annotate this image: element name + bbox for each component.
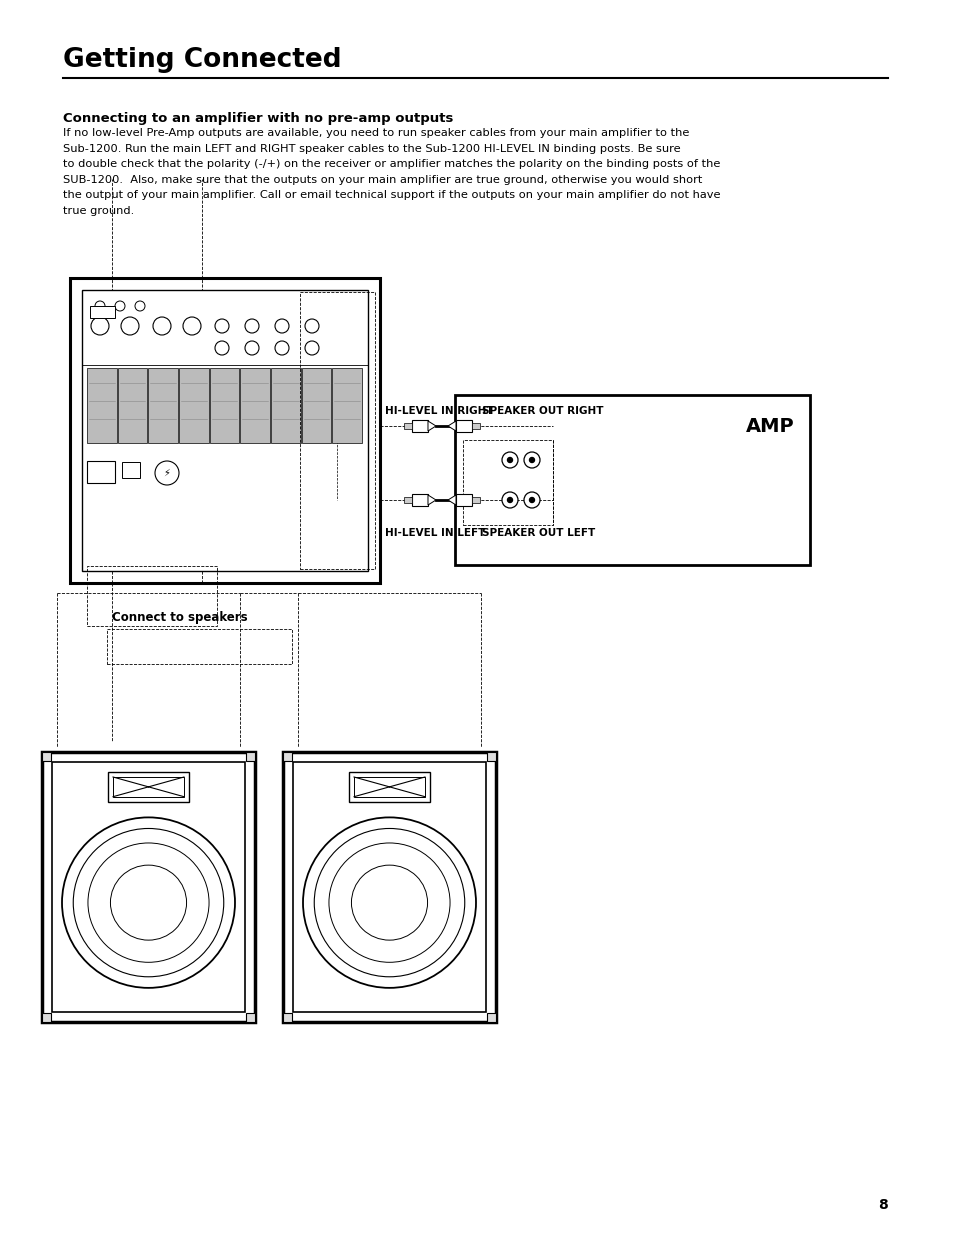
Polygon shape — [428, 495, 436, 505]
Text: SUB-1200.  Also, make sure that the outputs on your main amplifier are true grou: SUB-1200. Also, make sure that the outpu… — [63, 174, 701, 184]
Circle shape — [274, 319, 289, 333]
Bar — [283, 1013, 292, 1023]
Circle shape — [183, 317, 201, 335]
Bar — [486, 752, 496, 761]
Bar — [403, 424, 412, 429]
Text: Sub-1200. Run the main LEFT and RIGHT speaker cables to the Sub-1200 HI-LEVEL IN: Sub-1200. Run the main LEFT and RIGHT sp… — [63, 143, 679, 153]
Bar — [332, 368, 361, 443]
Text: SPEAKER OUT LEFT: SPEAKER OUT LEFT — [481, 529, 595, 538]
Bar — [412, 494, 428, 506]
Circle shape — [214, 319, 229, 333]
Bar — [117, 368, 147, 443]
Bar — [42, 1013, 51, 1023]
Circle shape — [529, 498, 534, 503]
Bar — [122, 462, 140, 478]
Bar — [246, 752, 254, 761]
Text: AMP: AMP — [745, 417, 794, 436]
Text: Getting Connected: Getting Connected — [63, 47, 341, 73]
Polygon shape — [428, 421, 436, 431]
Bar — [52, 762, 245, 1011]
Circle shape — [507, 457, 512, 462]
Bar — [472, 424, 479, 429]
Circle shape — [305, 319, 318, 333]
Circle shape — [91, 317, 109, 335]
Bar — [108, 772, 189, 802]
Bar — [87, 368, 116, 443]
Bar — [179, 368, 209, 443]
Text: If no low-level Pre-Amp outputs are available, you need to run speaker cables fr: If no low-level Pre-Amp outputs are avai… — [63, 128, 689, 138]
Circle shape — [214, 341, 229, 354]
Circle shape — [305, 341, 318, 354]
Bar — [283, 752, 496, 1023]
Bar — [472, 496, 479, 503]
Text: 8: 8 — [878, 1198, 887, 1212]
Bar — [456, 494, 472, 506]
Bar — [301, 368, 331, 443]
Bar — [403, 496, 412, 503]
Bar — [299, 291, 375, 569]
Bar — [283, 752, 292, 761]
Text: the output of your main amplifier. Call or email technical support if the output: the output of your main amplifier. Call … — [63, 190, 720, 200]
Bar — [90, 306, 115, 317]
Bar — [112, 777, 184, 797]
Circle shape — [274, 341, 289, 354]
Circle shape — [245, 341, 258, 354]
Circle shape — [523, 452, 539, 468]
Bar — [462, 440, 553, 525]
Text: Connecting to an amplifier with no pre-amp outputs: Connecting to an amplifier with no pre-a… — [63, 112, 453, 125]
Bar — [246, 1013, 254, 1023]
Circle shape — [154, 461, 179, 485]
Circle shape — [507, 498, 512, 503]
Bar — [293, 762, 485, 1011]
Text: to double check that the polarity (-/+) on the receiver or amplifier matches the: to double check that the polarity (-/+) … — [63, 159, 720, 169]
Circle shape — [501, 452, 517, 468]
Bar — [354, 777, 424, 797]
Bar — [412, 420, 428, 432]
Bar — [486, 1013, 496, 1023]
Bar — [455, 395, 809, 564]
Bar — [107, 629, 292, 664]
Text: ⚡: ⚡ — [163, 468, 171, 478]
Bar — [87, 566, 216, 626]
Bar — [42, 752, 51, 761]
Circle shape — [501, 492, 517, 508]
Circle shape — [121, 317, 139, 335]
Polygon shape — [448, 495, 456, 505]
Text: HI-LEVEL IN RIGHT: HI-LEVEL IN RIGHT — [385, 406, 493, 416]
Text: HI-LEVEL IN LEFT: HI-LEVEL IN LEFT — [385, 529, 485, 538]
Bar — [42, 752, 254, 1023]
Bar — [456, 420, 472, 432]
Circle shape — [115, 301, 125, 311]
Bar — [210, 368, 239, 443]
Polygon shape — [448, 421, 456, 431]
Circle shape — [135, 301, 145, 311]
Text: true ground.: true ground. — [63, 205, 134, 215]
Circle shape — [152, 317, 171, 335]
Bar — [82, 290, 368, 571]
Circle shape — [523, 492, 539, 508]
Bar — [271, 368, 300, 443]
Text: Connect to speakers: Connect to speakers — [112, 611, 248, 624]
Bar — [87, 461, 115, 483]
Bar — [240, 368, 270, 443]
Bar — [148, 368, 178, 443]
Text: SPEAKER OUT RIGHT: SPEAKER OUT RIGHT — [481, 406, 603, 416]
Bar — [70, 278, 379, 583]
Circle shape — [245, 319, 258, 333]
Bar — [349, 772, 430, 802]
Circle shape — [95, 301, 105, 311]
Circle shape — [529, 457, 534, 462]
